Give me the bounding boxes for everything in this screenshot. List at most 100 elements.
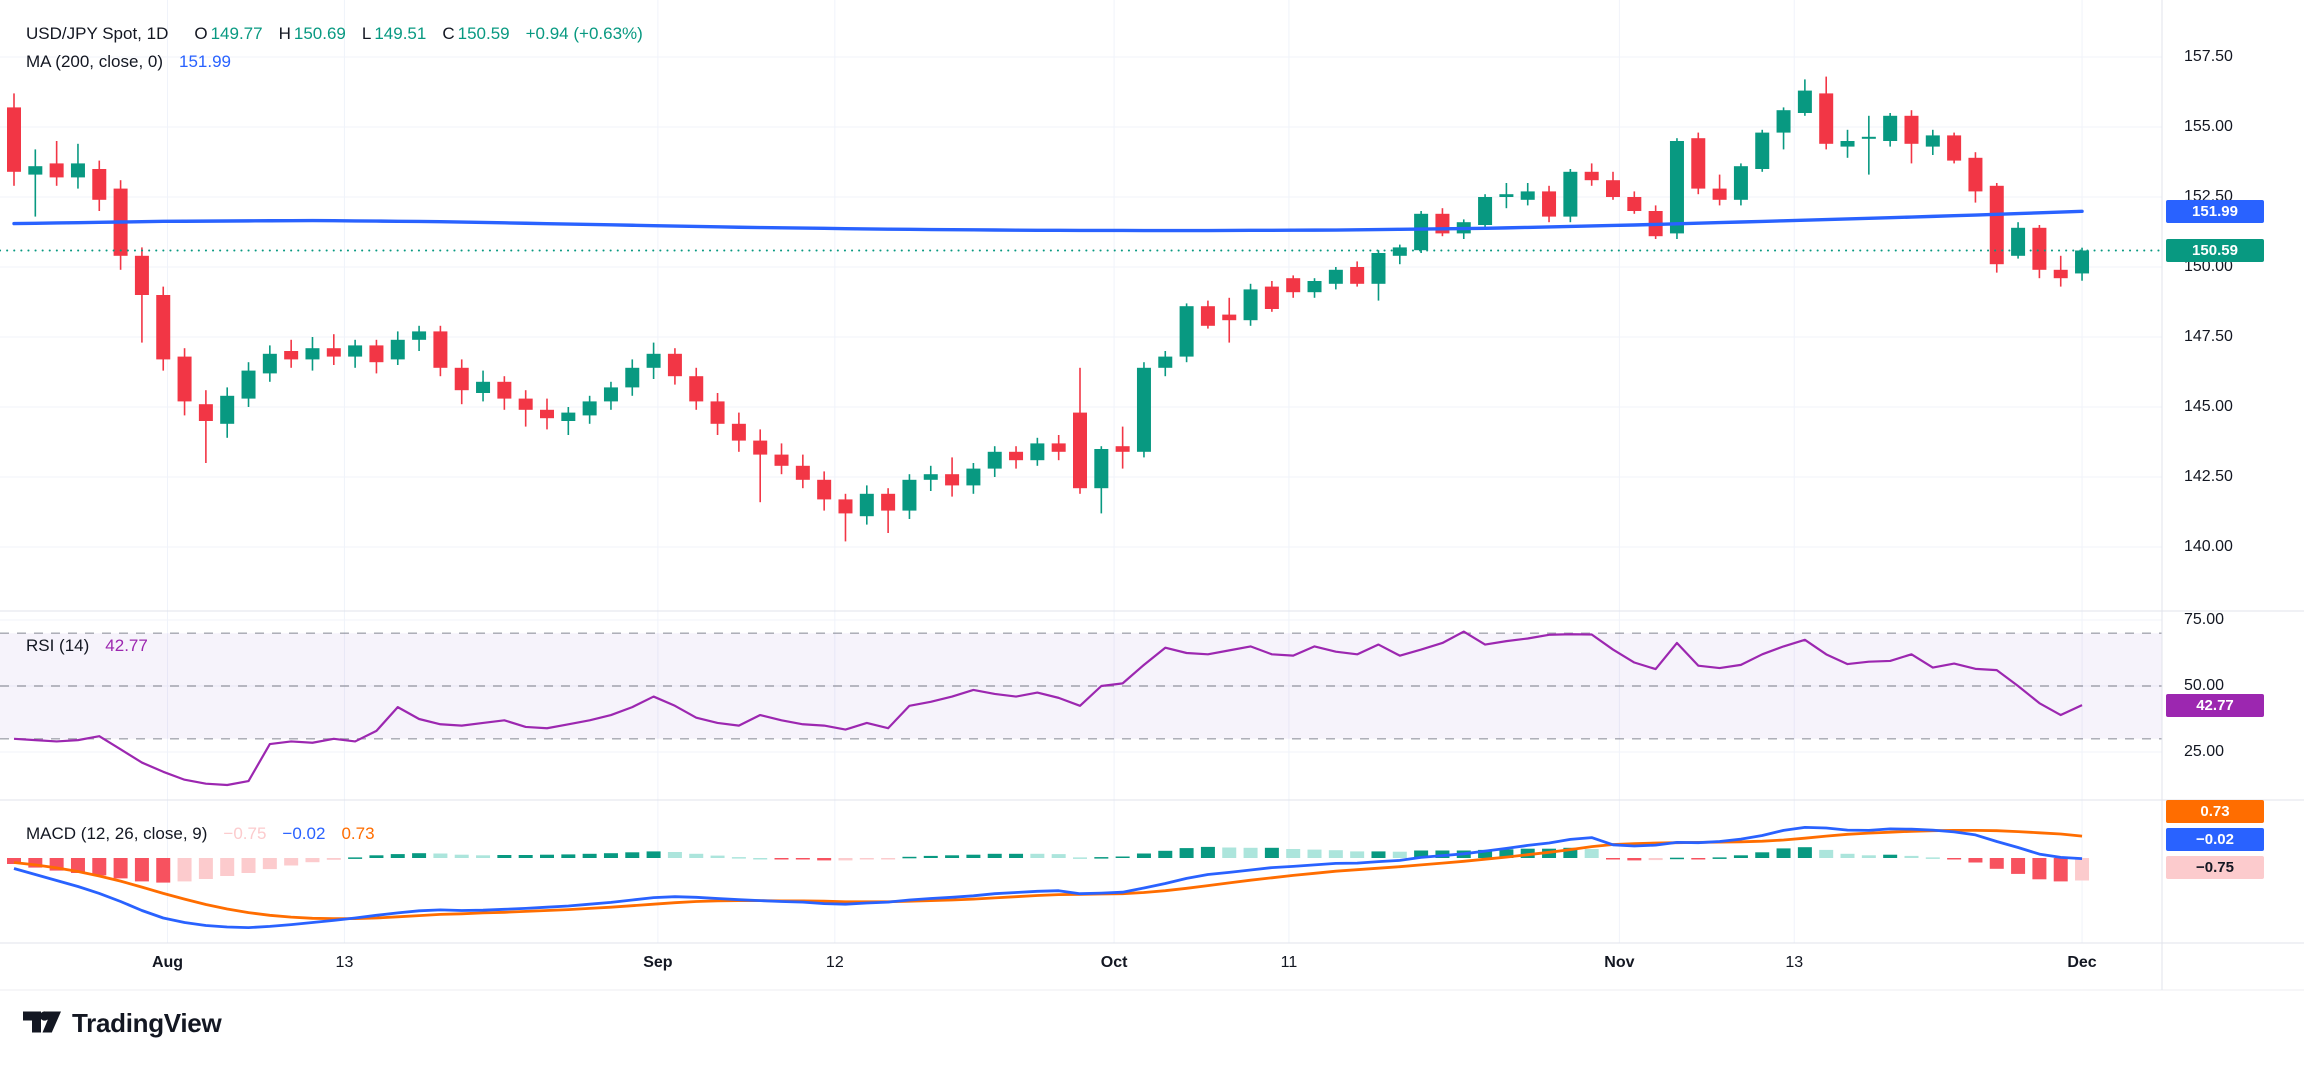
macd-label[interactable]: MACD (12, 26, close, 9) xyxy=(26,824,208,843)
macd-histogram-bar xyxy=(603,853,618,858)
macd-histogram-bar xyxy=(1286,849,1301,858)
candle-up xyxy=(241,362,256,407)
macd-histogram-bar xyxy=(476,855,491,858)
ma-legend[interactable]: MA (200, close, 0) 151.99 xyxy=(26,52,231,72)
candle-up xyxy=(1925,129,1940,155)
macd-histogram-bar xyxy=(902,856,917,859)
macd-histogram-bar xyxy=(1158,850,1173,858)
macd-histogram-bar xyxy=(1414,850,1429,858)
candle-up xyxy=(923,465,938,491)
macd-histogram-bar xyxy=(369,855,384,858)
symbol-title[interactable]: USD/JPY Spot, 1D xyxy=(26,24,169,43)
candle-up xyxy=(220,387,235,438)
price-axis[interactable]: 157.50 155.00 152.50 150.00 147.50 145.00 142.… xyxy=(2163,0,2304,990)
price-tick-label: 142.50 xyxy=(2184,468,2233,485)
macd-histogram-bar xyxy=(1264,847,1279,858)
candle-down xyxy=(92,160,107,211)
candle-down xyxy=(113,180,128,270)
macd-histogram-bar xyxy=(945,855,960,858)
macd-histogram-bar xyxy=(625,852,640,858)
candle-down xyxy=(1904,110,1919,164)
macd-legend[interactable]: MACD (12, 26, close, 9) −0.75 −0.02 0.73 xyxy=(26,824,375,844)
candle-down xyxy=(454,359,469,405)
macd-histogram-bar xyxy=(582,853,597,858)
symbol-legend[interactable]: USD/JPY Spot, 1D O 149.77 H 150.69 L 149.51 C 15… xyxy=(26,24,643,44)
macd-histogram-bar xyxy=(326,858,341,860)
candle-down xyxy=(433,325,448,377)
macd-histogram-bar xyxy=(433,853,448,858)
candle-down xyxy=(1627,191,1642,214)
macd-histogram-bar xyxy=(1627,858,1642,861)
macd-histogram-bar xyxy=(1797,847,1812,858)
macd-histogram-bar xyxy=(731,857,746,859)
candle-down xyxy=(156,286,171,371)
rsi-tick-label: 50.00 xyxy=(2184,677,2225,694)
candle-down xyxy=(731,412,746,452)
candle-down xyxy=(838,493,853,542)
ma-label[interactable]: MA (200, close, 0) xyxy=(26,52,164,71)
candle-down xyxy=(1286,275,1301,298)
macd-histogram-bar xyxy=(1350,851,1365,858)
candle-down xyxy=(753,429,768,503)
pane-separators[interactable] xyxy=(0,0,2304,991)
macd-histogram-bar xyxy=(795,858,810,860)
macd-histogram-bar xyxy=(753,858,768,860)
macd-histogram-bar xyxy=(2075,858,2090,881)
candle-up xyxy=(1733,163,1748,206)
macd-histogram-bar xyxy=(284,858,299,866)
macd-histogram-bar xyxy=(1712,857,1727,859)
price-tick-label: 150.00 xyxy=(2184,258,2233,275)
candle-up xyxy=(476,370,491,402)
macd-histogram-badge: −0.75 xyxy=(2166,856,2264,879)
candle-up xyxy=(70,143,85,189)
macd-histogram-bar xyxy=(1200,846,1215,858)
rsi-label[interactable]: RSI (14) xyxy=(26,636,90,655)
macd-histogram-bar xyxy=(1478,849,1493,858)
candle-up xyxy=(1307,278,1322,298)
price-tick-label: 140.00 xyxy=(2184,538,2233,555)
candle-down xyxy=(1968,152,1983,203)
macd-histogram-bar xyxy=(667,852,682,858)
candle-down xyxy=(177,348,192,416)
candle-down xyxy=(518,390,533,427)
macd-histogram-bar xyxy=(1563,847,1578,858)
ma200-line xyxy=(12,209,2084,233)
candle-down xyxy=(2032,225,2047,279)
candle-up xyxy=(1158,351,1173,377)
candle-down xyxy=(710,393,725,435)
macd-histogram-bar xyxy=(966,854,981,858)
macd-histogram-bar xyxy=(220,858,235,876)
macd-histogram-bar xyxy=(1179,848,1194,858)
macd-line-badge: −0.02 xyxy=(2166,828,2264,851)
brand-name: TradingView xyxy=(72,1008,222,1038)
candle-down xyxy=(795,454,810,489)
candle-up xyxy=(262,345,277,382)
macd-histogram-bar xyxy=(1819,849,1834,858)
macd-histogram-bar xyxy=(1861,855,1876,858)
candle-down xyxy=(1350,261,1365,287)
candle-up xyxy=(561,407,576,435)
candle-down xyxy=(1819,76,1834,150)
rsi-legend[interactable]: RSI (14) 42.77 xyxy=(26,636,148,656)
time-label-month: Sep xyxy=(643,954,673,971)
open-label: O xyxy=(194,24,208,43)
candle-up xyxy=(305,337,320,371)
rsi-pane[interactable] xyxy=(0,630,2162,787)
macd-line xyxy=(13,826,2083,929)
candle-up xyxy=(1499,183,1514,209)
candle-up xyxy=(1478,194,1493,228)
rsi-tick-label: 25.00 xyxy=(2184,743,2225,760)
time-label-day: 11 xyxy=(1280,954,1298,971)
open-value: 149.77 xyxy=(210,24,263,43)
macd-pane[interactable] xyxy=(7,826,2090,929)
candle-up xyxy=(348,339,363,368)
candle-up xyxy=(902,474,917,519)
macd-histogram-bar xyxy=(92,858,107,876)
time-axis[interactable]: Aug 13 Sep 12 Oct 11 Nov 13 Dec xyxy=(0,943,2304,990)
macd-histogram-bar xyxy=(710,855,725,858)
main-pane[interactable] xyxy=(0,76,2163,542)
candle-up xyxy=(1840,129,1855,158)
tradingview-branding[interactable]: TradingView xyxy=(22,1008,222,1039)
